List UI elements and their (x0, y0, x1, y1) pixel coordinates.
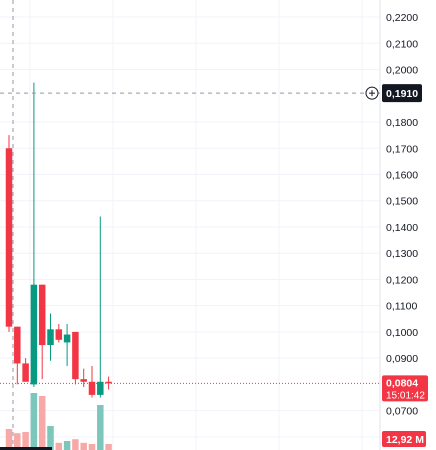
y-tick-label: 0,2000 (386, 65, 418, 77)
candle-body (97, 381, 104, 395)
y-tick-label: 0,1600 (386, 169, 418, 181)
candles (5, 82, 112, 398)
y-tick-label: 0,1000 (386, 327, 418, 339)
volume-bar (105, 444, 112, 450)
candle-body (22, 363, 29, 382)
volume-bar (72, 439, 79, 450)
bar-countdown-label: 15:01:42 (386, 390, 425, 401)
add-alert-plus-icon[interactable] (365, 86, 379, 100)
last-price-badge: 0,0804 15:01:42 (382, 375, 428, 402)
candle-body (5, 148, 13, 327)
candle-body (72, 331, 79, 380)
y-tick-label: 0,1200 (386, 274, 418, 286)
y-tick-label: 0,2100 (386, 38, 418, 50)
grid-lines (0, 0, 381, 450)
last-price-label: 0,0804 (386, 377, 418, 389)
y-tick-label: 0,1100 (386, 301, 417, 313)
volume-value-label: 12,92 M (386, 434, 424, 446)
volume-bar (38, 396, 46, 450)
candle-body (80, 379, 87, 382)
crosshair-price-badge: 0,1910 (365, 84, 422, 103)
y-tick-label: 0,1300 (386, 248, 418, 260)
y-tick-label: 0,1800 (386, 117, 418, 129)
volume-bars (5, 393, 112, 450)
candle-body (30, 284, 38, 385)
y-tick-label: 0,1500 (386, 196, 418, 208)
y-tick-label: 0,2200 (386, 12, 418, 24)
time-scale-edge (0, 447, 52, 450)
volume-bar (22, 432, 29, 450)
y-tick-label: 0,1700 (386, 143, 418, 155)
volume-bar (5, 429, 13, 450)
candle-body (38, 284, 46, 346)
candle-body (63, 334, 71, 343)
volume-bar (47, 426, 54, 450)
volume-bar (88, 444, 96, 450)
candle-body (88, 381, 96, 395)
volume-bar (80, 442, 87, 450)
y-tick-label: 0,1400 (386, 222, 418, 234)
volume-bar (30, 393, 38, 450)
candle-body (14, 326, 21, 364)
y-tick-label: 0,0900 (386, 353, 418, 365)
volume-bar (55, 442, 63, 450)
crosshair-price-label: 0,1910 (386, 88, 418, 100)
volume-bar (97, 405, 104, 450)
volume-badge: 12,92 M (382, 431, 426, 447)
y-tick-label: 0,0700 (386, 406, 418, 418)
candle-body (55, 329, 63, 340)
volume-bar (63, 441, 71, 450)
candle-body (47, 329, 54, 346)
volume-bar (14, 433, 21, 450)
candle-body (105, 381, 112, 384)
